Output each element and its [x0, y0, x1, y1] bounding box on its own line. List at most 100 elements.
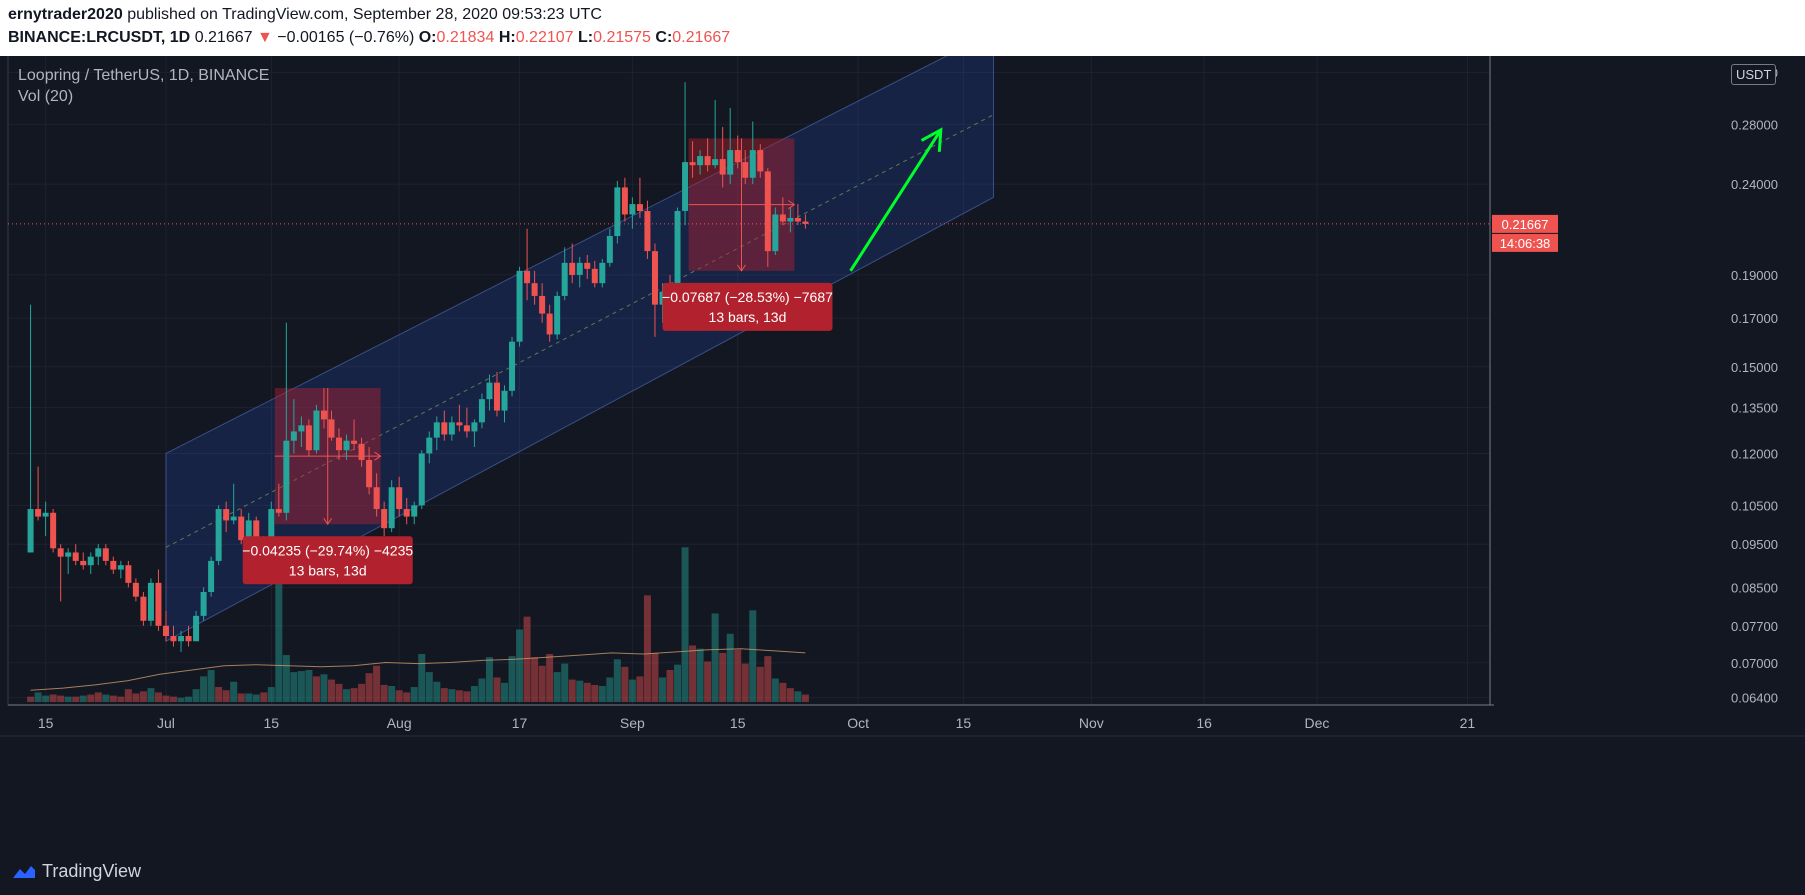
- y-tick-label: 0.28000: [1731, 117, 1778, 132]
- volume-bar: [448, 689, 456, 702]
- publication-header: ernytrader2020 published on TradingView.…: [0, 0, 1805, 56]
- candle-body: [95, 548, 102, 557]
- volume-bar: [267, 687, 275, 702]
- volume-bar: [373, 665, 381, 702]
- volume-bar: [305, 670, 313, 702]
- volume-bar: [162, 695, 170, 702]
- candle-body: [727, 150, 734, 175]
- candle-body: [779, 214, 786, 222]
- candle-body: [132, 582, 139, 597]
- open-label: O:: [418, 29, 437, 46]
- volume-bar: [380, 684, 388, 702]
- x-tick-label: 15: [38, 715, 54, 731]
- volume-bar: [531, 657, 539, 702]
- candle-body: [140, 596, 147, 621]
- candle-body: [396, 487, 403, 510]
- volume-bar: [57, 695, 65, 702]
- projection-arrow-head-icon: [920, 127, 943, 152]
- volume-bar: [388, 686, 396, 702]
- volume-bar: [94, 692, 102, 702]
- volume-bar: [523, 616, 531, 702]
- price-chart[interactable]: −0.04235 (−29.74%) −4235 13 bars, 13d −0.0…: [0, 56, 1805, 850]
- candle-body: [471, 422, 478, 432]
- candle-body: [403, 509, 410, 517]
- y-tick-label: 0.24000: [1731, 177, 1778, 192]
- measure-change-text: −0.07687 (−28.53%) −7687: [662, 289, 833, 305]
- candle-body: [501, 390, 508, 411]
- volume-bar: [350, 688, 358, 702]
- y-tick-label: 0.15000: [1731, 360, 1778, 375]
- candle-body: [606, 236, 613, 263]
- volume-bar: [139, 691, 147, 702]
- volume-bar: [170, 696, 178, 702]
- candle-body: [651, 251, 658, 305]
- volume-bar: [275, 574, 283, 702]
- volume-bar: [516, 629, 524, 702]
- x-tick-label: Oct: [847, 715, 869, 731]
- measure-change-text: −0.04235 (−29.74%) −4235: [242, 542, 413, 558]
- candle-body: [313, 410, 320, 451]
- publication-line: ernytrader2020 published on TradingView.…: [8, 6, 602, 24]
- measure-label-box: [662, 282, 833, 331]
- volume-bar: [102, 694, 110, 702]
- measure-bars-text: 13 bars, 13d: [289, 562, 367, 578]
- x-tick-label: 17: [512, 715, 528, 731]
- volume-bar: [666, 670, 674, 702]
- volume-bar: [297, 671, 305, 702]
- candle-body: [193, 615, 200, 642]
- candle-body: [208, 560, 215, 593]
- volume-bar: [463, 691, 471, 702]
- candle-body: [531, 283, 538, 296]
- candle-body: [478, 399, 485, 423]
- candle-body: [381, 509, 388, 529]
- candle-body: [147, 582, 154, 621]
- volume-bar: [365, 673, 373, 702]
- y-tick-label: 0.17000: [1731, 311, 1778, 326]
- volume-bar: [658, 677, 666, 702]
- candle-body: [561, 262, 568, 296]
- volume-bar: [207, 670, 215, 702]
- candle-body: [757, 150, 764, 172]
- volume-bar: [786, 688, 794, 702]
- volume-bar: [177, 697, 185, 702]
- candle-body: [599, 262, 606, 284]
- parallel-channel: [165, 56, 994, 643]
- volume-bar: [312, 676, 320, 702]
- low-label: L:: [578, 29, 594, 46]
- candle-body: [787, 217, 794, 222]
- candle-body: [569, 262, 576, 275]
- volume-bar: [643, 595, 651, 702]
- currency-badge[interactable]: USDT: [1731, 64, 1777, 85]
- volume-bar: [192, 689, 200, 702]
- volume-bar: [794, 691, 802, 702]
- y-tick-label: 0.07700: [1731, 619, 1778, 634]
- change-down-icon: ▼: [256, 29, 273, 46]
- volume-bar: [606, 677, 614, 702]
- volume-bar: [681, 547, 689, 702]
- volume-bar: [561, 663, 569, 702]
- candle-body: [50, 512, 57, 549]
- author-name[interactable]: ernytrader2020: [8, 6, 123, 23]
- volume-ma-line: [30, 648, 806, 691]
- measure-right-arrow-icon: [788, 200, 796, 210]
- volume-bar: [185, 696, 193, 702]
- volume-bar: [591, 684, 599, 702]
- volume-bar: [335, 683, 343, 702]
- tradingview-brand[interactable]: TradingView: [12, 861, 141, 882]
- x-tick-label: 21: [1460, 715, 1476, 731]
- candle-body: [463, 425, 470, 432]
- volume-bar: [734, 649, 742, 702]
- volume-bar: [200, 676, 208, 702]
- brand-name: TradingView: [42, 861, 142, 881]
- candle-body: [155, 582, 162, 626]
- volume-bar: [327, 679, 335, 702]
- volume-bar: [674, 664, 682, 702]
- volume-bar: [621, 666, 629, 702]
- candle-body: [516, 270, 523, 342]
- y-tick-label: 0.13500: [1731, 401, 1778, 416]
- candle-body: [57, 548, 64, 557]
- volume-bar: [613, 659, 621, 702]
- candle-body: [636, 204, 643, 211]
- volume-bar: [583, 682, 591, 702]
- y-tick-label: 0.10500: [1731, 498, 1778, 513]
